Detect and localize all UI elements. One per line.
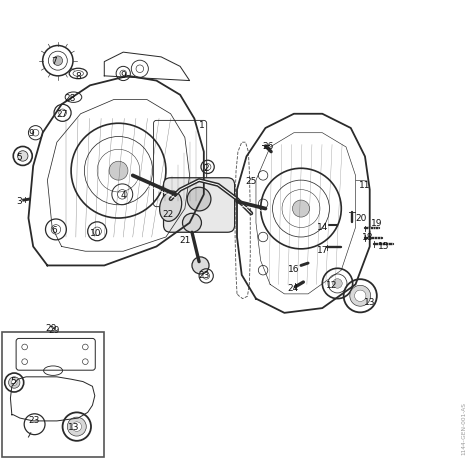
Text: 20: 20 — [356, 214, 367, 222]
Circle shape — [72, 422, 82, 431]
Text: 23: 23 — [198, 272, 210, 280]
Circle shape — [18, 151, 28, 161]
Circle shape — [192, 257, 209, 274]
Circle shape — [9, 377, 20, 388]
Circle shape — [355, 290, 366, 301]
Text: 24: 24 — [287, 284, 299, 292]
Text: 21: 21 — [179, 237, 191, 245]
Circle shape — [350, 285, 371, 306]
Text: 26: 26 — [262, 143, 273, 151]
Circle shape — [187, 187, 211, 211]
Text: 1: 1 — [199, 121, 204, 130]
Circle shape — [109, 161, 128, 180]
Text: 29: 29 — [49, 327, 60, 335]
Text: 7: 7 — [52, 57, 57, 66]
Text: 6: 6 — [52, 227, 57, 235]
Text: 5: 5 — [10, 377, 16, 386]
Text: 11: 11 — [359, 182, 371, 190]
Text: 9: 9 — [120, 72, 126, 80]
Text: 13: 13 — [68, 423, 79, 432]
Ellipse shape — [160, 191, 182, 221]
Text: 12: 12 — [326, 281, 337, 290]
Text: 8: 8 — [75, 73, 81, 81]
Text: 23: 23 — [28, 417, 40, 425]
Text: 2: 2 — [203, 164, 209, 173]
Text: 27: 27 — [56, 110, 67, 119]
Text: 19: 19 — [371, 219, 383, 228]
Circle shape — [11, 380, 17, 385]
FancyBboxPatch shape — [164, 178, 235, 232]
Circle shape — [292, 200, 310, 217]
Text: 18: 18 — [362, 234, 373, 242]
Text: 16: 16 — [288, 265, 300, 273]
Circle shape — [333, 279, 342, 288]
Circle shape — [53, 56, 63, 65]
Text: 28: 28 — [64, 94, 76, 103]
Text: 9: 9 — [28, 129, 34, 138]
Circle shape — [182, 213, 201, 232]
Text: 25: 25 — [246, 177, 257, 185]
Text: 10: 10 — [90, 229, 101, 237]
Text: 1144-GEN-001-AS: 1144-GEN-001-AS — [461, 402, 466, 455]
Text: 15: 15 — [378, 242, 390, 251]
Text: 5: 5 — [16, 153, 22, 162]
Text: 4: 4 — [120, 191, 126, 200]
Text: 14: 14 — [317, 223, 328, 232]
Bar — [2, 332, 104, 457]
Text: 29: 29 — [46, 324, 57, 332]
Circle shape — [67, 417, 86, 436]
Text: 22: 22 — [163, 210, 174, 219]
Text: 3: 3 — [16, 197, 22, 206]
Text: 17: 17 — [317, 246, 328, 255]
Text: 13: 13 — [364, 298, 375, 307]
